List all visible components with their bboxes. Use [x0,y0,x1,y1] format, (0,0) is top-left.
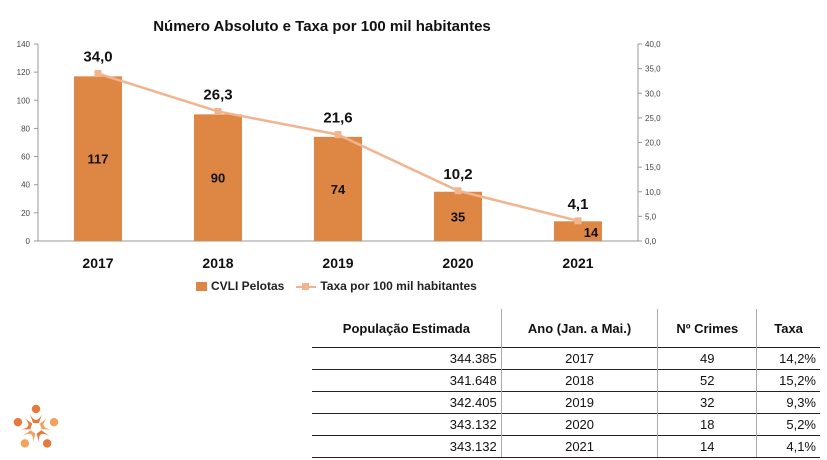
line-series [94,70,582,225]
y-left-tick-label: 60 [21,153,30,162]
header-rate: Taxa [756,309,820,348]
y-left-tick-label: 100 [17,96,31,105]
cell-rate: 9,3% [756,391,820,414]
rate-value-label: 21,6 [323,110,352,127]
cell-year: 2018 [500,369,659,392]
header-population: População Estimada [312,309,502,348]
cell-rate: 4,1% [756,435,820,458]
x-tick-label: 2020 [442,255,473,271]
table-row: 343.132 2020 18 5,2% [312,413,820,436]
legend-line-label: Taxa por 100 mil habitantes [320,279,477,293]
bar-value-label: 117 [88,152,109,167]
table-row: 344.385 2017 49 14,2% [312,347,820,370]
cell-crimes: 14 [657,435,758,458]
y-right-tick-label: 30,0 [645,89,661,98]
rate-point [94,70,102,78]
cell-crimes: 52 [657,369,758,392]
cell-rate: 15,2% [756,369,820,392]
table-row: 342.405 2019 32 9,3% [312,391,820,414]
legend-bar-swatch [196,281,207,291]
y-left-tick-label: 140 [17,40,31,49]
chart-legend: CVLI Pelotas Taxa por 100 mil habitantes [196,279,477,293]
header-year: Ano (Jan. a Mai.) [500,309,659,348]
cell-population: 344.385 [312,347,502,370]
y-right-tick-label: 20,0 [645,139,661,148]
rate-point [334,131,342,139]
x-tick-label: 2021 [562,255,593,271]
x-tick-label: 2018 [202,255,233,271]
crime-data-table: População Estimada Ano (Jan. a Mai.) Nº … [312,309,820,458]
y-left-tick-label: 120 [17,68,31,77]
orange-people-star-logo-icon [13,404,59,448]
y-left-tick-label: 40 [21,181,30,190]
rate-point [574,217,582,225]
y-right-tick-label: 5,0 [645,212,657,221]
cell-population: 343.132 [312,413,502,436]
bar-cvli-2019 [314,136,362,241]
cell-crimes: 32 [657,391,758,414]
combo-chart: Número Absoluto e Taxa por 100 mil habit… [17,18,661,271]
y-left-tick-label: 20 [21,209,30,218]
bar-value-label: 90 [211,171,225,186]
cell-rate: 14,2% [756,347,820,370]
cell-year: 2021 [500,435,659,458]
bar-cvli-2017 [74,76,122,241]
legend-bar-label: CVLI Pelotas [211,279,285,293]
data-labels: 117 2017 90 2018 74 2019 35 2020 14 2021 34,0 26,3 2… [82,49,599,271]
cell-population: 341.648 [312,369,502,392]
cell-population: 342.405 [312,391,502,414]
bar-value-label: 35 [451,209,465,224]
table-row: 341.648 2018 52 15,2% [312,369,820,392]
x-tick-label: 2017 [82,255,113,271]
y-left-tick-label: 80 [21,124,30,133]
table-header-row: População Estimada Ano (Jan. a Mai.) Nº … [312,309,820,348]
rate-value-label: 4,1 [568,196,589,213]
cell-year: 2020 [500,413,659,436]
header-crimes: Nº Crimes [657,309,758,348]
bar-cvli-2020 [434,191,482,241]
chart-title: Número Absoluto e Taxa por 100 mil habit… [153,18,491,35]
legend-line-swatch [296,282,317,291]
x-tick-label: 2019 [322,255,353,271]
rate-value-label: 34,0 [83,49,112,66]
cell-crimes: 18 [657,413,758,436]
y-right-tick-label: 0,0 [645,237,657,246]
y-right-tick-label: 40,0 [645,40,661,49]
bar-series [74,76,602,241]
rate-value-label: 10,2 [443,166,472,183]
cell-rate: 5,2% [756,413,820,436]
bar-cvli-2018 [194,114,242,241]
y-right-tick-label: 10,0 [645,188,661,197]
y-right-tick-label: 35,0 [645,65,661,74]
y-right-tick-label: 15,0 [645,163,661,172]
rate-value-label: 26,3 [203,86,232,103]
cell-year: 2019 [500,391,659,414]
bar-cvli-2021 [554,221,602,241]
cell-population: 343.132 [312,435,502,458]
bar-value-label: 14 [584,225,599,240]
y-right-tick-label: 25,0 [645,114,661,123]
table-row: 343.132 2021 14 4,1% [312,435,820,458]
cell-year: 2017 [500,347,659,370]
y-left-tick-label: 0 [26,237,31,246]
cell-crimes: 49 [657,347,758,370]
rate-point [214,107,222,115]
bar-value-label: 74 [331,182,346,197]
rate-point [454,187,462,195]
